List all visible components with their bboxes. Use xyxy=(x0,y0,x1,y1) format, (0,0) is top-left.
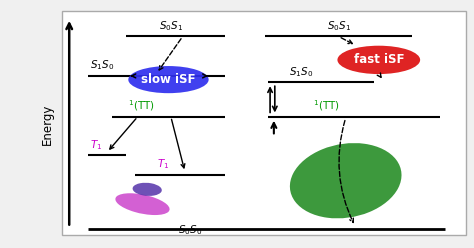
Ellipse shape xyxy=(337,46,420,74)
Ellipse shape xyxy=(128,66,209,93)
Text: $T_1$: $T_1$ xyxy=(156,157,169,171)
Text: $T_1$: $T_1$ xyxy=(90,138,102,152)
Text: $^1$(TT): $^1$(TT) xyxy=(313,99,339,113)
Text: $S_0S_1$: $S_0S_1$ xyxy=(159,19,183,33)
Text: $S_0S_0$: $S_0S_0$ xyxy=(178,224,202,237)
Text: Energy: Energy xyxy=(40,103,54,145)
Text: $S_0S_1$: $S_0S_1$ xyxy=(327,19,351,33)
FancyBboxPatch shape xyxy=(62,11,466,235)
Text: $^1$(TT): $^1$(TT) xyxy=(128,99,155,113)
Text: $S_1S_0$: $S_1S_0$ xyxy=(91,59,115,72)
Ellipse shape xyxy=(290,143,401,218)
Ellipse shape xyxy=(133,183,162,196)
Text: fast iSF: fast iSF xyxy=(354,53,404,66)
Text: $S_1S_0$: $S_1S_0$ xyxy=(289,65,313,79)
Text: slow iSF: slow iSF xyxy=(141,73,196,86)
Ellipse shape xyxy=(115,193,170,215)
